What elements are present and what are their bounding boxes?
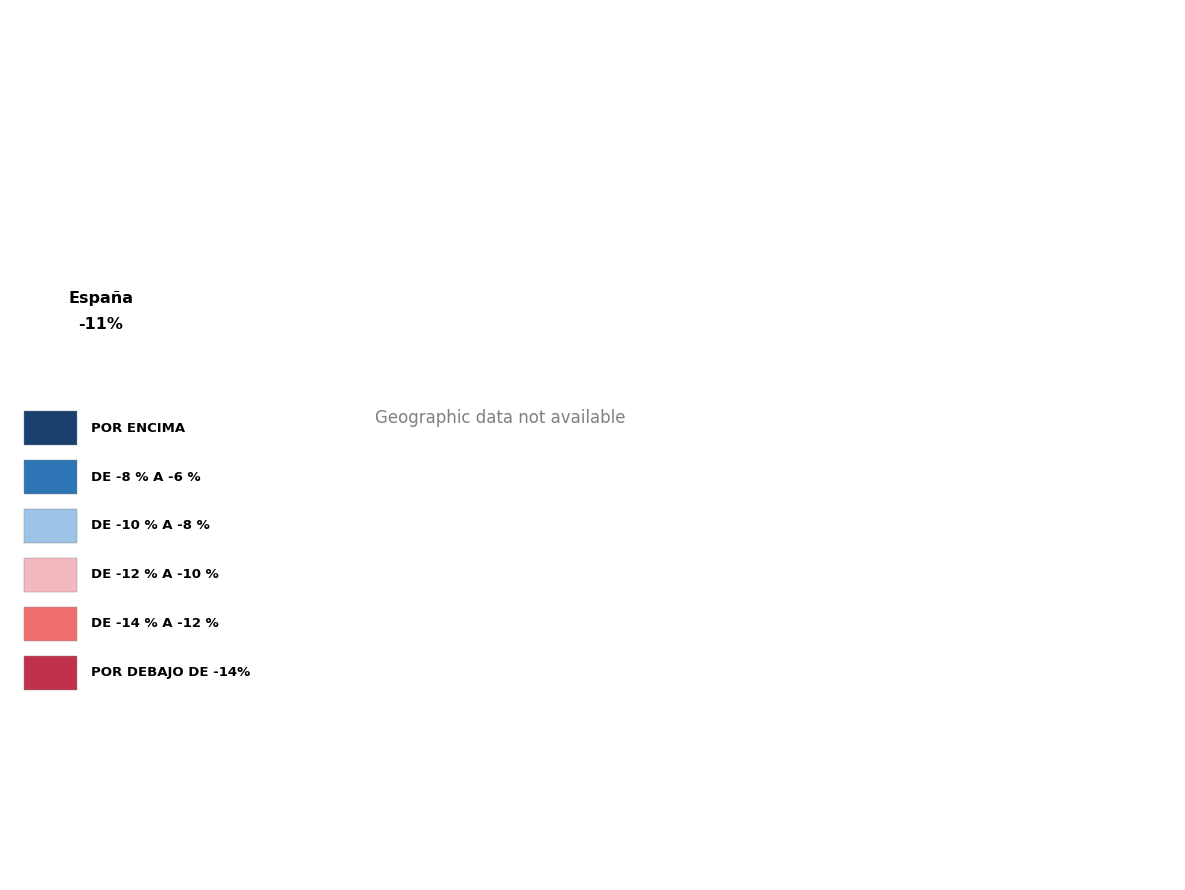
Text: DE -8 % A -6 %: DE -8 % A -6 % xyxy=(91,471,201,483)
Text: Geographic data not available: Geographic data not available xyxy=(374,409,626,426)
Text: -11%: -11% xyxy=(78,318,123,332)
Text: DE -12 % A -10 %: DE -12 % A -10 % xyxy=(91,569,219,581)
Text: DE -10 % A -8 %: DE -10 % A -8 % xyxy=(91,520,210,532)
Text: España: España xyxy=(69,291,133,305)
Text: POR DEBAJO DE -14%: POR DEBAJO DE -14% xyxy=(91,667,250,679)
Text: DE -14 % A -12 %: DE -14 % A -12 % xyxy=(91,618,219,630)
Text: POR ENCIMA: POR ENCIMA xyxy=(91,422,185,434)
